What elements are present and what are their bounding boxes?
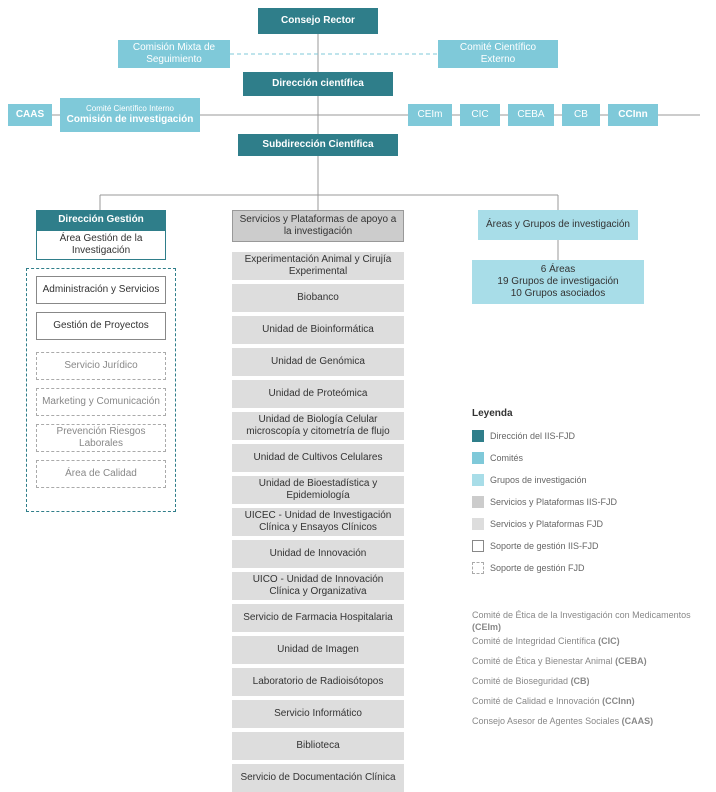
servicio-item: Unidad de Proteómica: [232, 380, 404, 408]
legend-row: Soporte de gestión IIS-FJD: [472, 540, 599, 552]
gestion-header: Dirección Gestión: [36, 210, 166, 230]
legend-row: Dirección del IIS-FJD: [472, 430, 575, 442]
subdireccion: Subdirección Científica: [238, 134, 398, 156]
areas-body-l2: 19 Grupos de investigación: [497, 276, 618, 288]
servicio-item: UICO - Unidad de Innovación Clínica y Or…: [232, 572, 404, 600]
consejo-rector-label: Consejo Rector: [281, 15, 355, 27]
legend-swatch: [472, 430, 484, 442]
areas-header: Áreas y Grupos de investigación: [478, 210, 638, 240]
servicio-item: UICEC - Unidad de Investigación Clínica …: [232, 508, 404, 536]
gestion-item-dashed: Prevención Riesgos Laborales: [36, 424, 166, 452]
gestion-item-solid: Gestión de Proyectos: [36, 312, 166, 340]
areas-header-label: Áreas y Grupos de investigación: [486, 219, 630, 231]
areas-body: 6 Áreas 19 Grupos de investigación 10 Gr…: [472, 260, 644, 304]
areas-body-l3: 10 Grupos asociados: [511, 288, 606, 300]
legend-row: Grupos de investigación: [472, 474, 587, 486]
subdireccion-label: Subdirección Científica: [262, 139, 373, 151]
abbr-row: Comité de Integridad Científica (CIC): [472, 636, 702, 648]
legend-swatch: [472, 562, 484, 574]
comite-externo: Comité Científico Externo: [438, 40, 558, 68]
gestion-item-dashed: Área de Calidad: [36, 460, 166, 488]
comite-interno-main: Comisión de investigación: [67, 114, 194, 125]
legend-swatch: [472, 518, 484, 530]
ceim-box: CEIm: [408, 104, 452, 126]
legend-label: Grupos de investigación: [490, 475, 587, 485]
gestion-area-label: Área Gestión de la Investigación: [41, 233, 161, 257]
legend-swatch: [472, 496, 484, 508]
servicio-item: Biobanco: [232, 284, 404, 312]
legend-label: Dirección del IIS-FJD: [490, 431, 575, 441]
gestion-area: Área Gestión de la Investigación: [36, 230, 166, 260]
areas-body-l1: 6 Áreas: [541, 264, 575, 276]
comite-externo-label: Comité Científico Externo: [443, 42, 553, 66]
comite-interno-top: Comité Científico Interno: [86, 105, 174, 114]
ccinn-box: CCInn: [608, 104, 658, 126]
servicio-item: Experimentación Animal y Cirujía Experim…: [232, 252, 404, 280]
abbr-row: Consejo Asesor de Agentes Sociales (CAAS…: [472, 716, 702, 728]
ceba-box: CEBA: [508, 104, 554, 126]
abbr-row: Comité de Calidad e Innovación (CCInn): [472, 696, 702, 708]
comision-mixta: Comisión Mixta de Seguimiento: [118, 40, 230, 68]
gestion-header-label: Dirección Gestión: [58, 214, 144, 226]
legend-swatch: [472, 540, 484, 552]
servicio-item: Biblioteca: [232, 732, 404, 760]
ceba-label: CEBA: [517, 109, 544, 121]
cb-box: CB: [562, 104, 600, 126]
servicio-item: Unidad de Imagen: [232, 636, 404, 664]
servicio-item: Unidad de Biología Celular microscopía y…: [232, 412, 404, 440]
ceim-label: CEIm: [418, 109, 443, 121]
ccinn-label: CCInn: [618, 109, 647, 121]
servicio-item: Unidad de Bioinformática: [232, 316, 404, 344]
servicio-item: Servicio de Farmacia Hospitalaria: [232, 604, 404, 632]
abbr-row: Comité de Ética y Bienestar Animal (CEBA…: [472, 656, 702, 668]
legend-row: Servicios y Plataformas IIS-FJD: [472, 496, 617, 508]
comision-mixta-label: Comisión Mixta de Seguimiento: [123, 42, 225, 66]
comite-interno: Comité Científico Interno Comisión de in…: [60, 98, 200, 132]
legend-row: Servicios y Plataformas FJD: [472, 518, 603, 530]
legend-row: Comités: [472, 452, 523, 464]
legend-label: Servicios y Plataformas FJD: [490, 519, 603, 529]
legend-row: Soporte de gestión FJD: [472, 562, 585, 574]
servicio-item: Unidad de Bioestadística y Epidemiología: [232, 476, 404, 504]
servicio-item: Unidad de Cultivos Celulares: [232, 444, 404, 472]
servicio-item: Unidad de Innovación: [232, 540, 404, 568]
caas-box: CAAS: [8, 104, 52, 126]
legend-label: Comités: [490, 453, 523, 463]
servicios-header: Servicios y Plataformas de apoyo a la in…: [232, 210, 404, 242]
servicio-item: Unidad de Genómica: [232, 348, 404, 376]
legend-swatch: [472, 452, 484, 464]
legend-label: Soporte de gestión FJD: [490, 563, 585, 573]
cic-label: CIC: [471, 109, 488, 121]
servicio-item: Servicio Informático: [232, 700, 404, 728]
legend-label: Soporte de gestión IIS-FJD: [490, 541, 599, 551]
direccion-cientifica-label: Dirección científica: [272, 78, 364, 90]
legend-title: Leyenda: [472, 408, 513, 419]
legend-label: Servicios y Plataformas IIS-FJD: [490, 497, 617, 507]
direccion-cientifica: Dirección científica: [243, 72, 393, 96]
legend-title-label: Leyenda: [472, 408, 513, 419]
gestion-item-dashed: Marketing y Comunicación: [36, 388, 166, 416]
abbr-row: Comité de Ética de la Investigación con …: [472, 610, 702, 633]
consejo-rector: Consejo Rector: [258, 8, 378, 34]
legend-swatch: [472, 474, 484, 486]
abbr-row: Comité de Bioseguridad (CB): [472, 676, 702, 688]
cb-label: CB: [574, 109, 588, 121]
gestion-item-dashed: Servicio Jurídico: [36, 352, 166, 380]
servicios-header-label: Servicios y Plataformas de apoyo a la in…: [237, 214, 399, 238]
cic-box: CIC: [460, 104, 500, 126]
caas-label: CAAS: [16, 109, 44, 121]
gestion-item-solid: Administración y Servicios: [36, 276, 166, 304]
servicio-item: Servicio de Documentación Clínica: [232, 764, 404, 792]
servicio-item: Laboratorio de Radioisótopos: [232, 668, 404, 696]
